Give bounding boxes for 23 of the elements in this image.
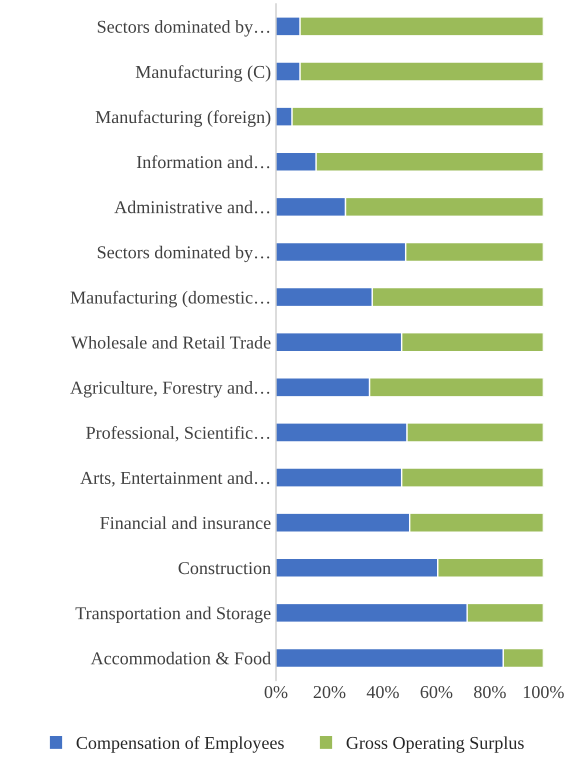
legend-label: Gross Operating Surplus xyxy=(346,736,524,753)
y-tick-label: Wholesale and Retail Trade xyxy=(71,336,271,349)
y-tick-label: Sectors dominated by… xyxy=(98,246,270,262)
x-tick-label: 80% xyxy=(474,686,506,698)
y-tick-label: Manufacturing (foreign) xyxy=(96,110,270,127)
y-tick-label: Construction xyxy=(178,562,271,574)
y-tick-label: Sectors dominated by… xyxy=(98,20,270,37)
x-tick-label: 40% xyxy=(366,686,399,698)
y-tick-label: Accommodation & Food xyxy=(90,652,271,664)
y-tick-label: Professional, Scientific… xyxy=(86,426,270,442)
y-tick-label: Arts, Entertainment and… xyxy=(80,471,270,487)
x-tick-label: 0% xyxy=(264,686,288,698)
y-tick-label: Manufacturing (domestic… xyxy=(70,290,270,308)
x-tick-label: 60% xyxy=(420,686,452,698)
y-tick-label: Transportation and Storage xyxy=(76,606,271,624)
y-tick-label: Agriculture, Forestry and… xyxy=(70,381,270,398)
x-tick-label: 20% xyxy=(314,686,346,698)
legend-label: Compensation of Employees xyxy=(76,736,284,753)
y-tick-label: Information and… xyxy=(136,155,270,168)
y-tick-label: Administrative and… xyxy=(114,200,270,214)
x-tick-label: 100% xyxy=(524,686,564,698)
y-tick-label: Manufacturing (C) xyxy=(136,65,270,82)
y-tick-label: Financial and insurance xyxy=(100,516,271,530)
